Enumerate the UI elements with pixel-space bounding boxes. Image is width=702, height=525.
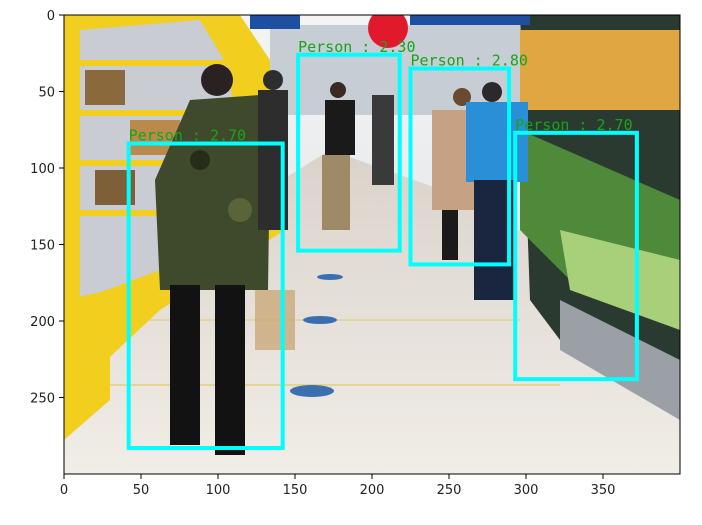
y-tick-label: 100 [30,162,55,177]
x-tick-label: 350 [591,483,616,498]
detection-label: Person : 2.70 [515,116,632,134]
x-tick-label: 300 [514,483,539,498]
detection-box [513,130,639,382]
x-axis: 0 50 100 150 200 250 300 350 [60,474,616,498]
y-axis: 0 50 100 150 200 250 [30,9,64,407]
y-tick-label: 0 [47,9,55,24]
detection-box [126,141,285,450]
detection-box [296,52,402,253]
y-tick-label: 250 [30,392,55,407]
x-tick-label: 150 [283,483,308,498]
detection-box [408,66,512,267]
y-tick-label: 50 [38,86,55,101]
detection-label: Person : 2.80 [411,52,528,70]
person-shape [322,82,355,230]
photo [64,15,680,474]
x-tick-label: 250 [437,483,462,498]
x-tick-label: 200 [360,483,385,498]
detection-label: Person : 2.70 [129,127,246,145]
x-tick-label: 100 [206,483,231,498]
x-tick-label: 50 [133,483,150,498]
y-tick-label: 150 [30,239,55,254]
y-tick-label: 200 [30,315,55,330]
x-tick-label: 0 [60,483,68,498]
detection-label: Person : 2.30 [298,38,415,56]
